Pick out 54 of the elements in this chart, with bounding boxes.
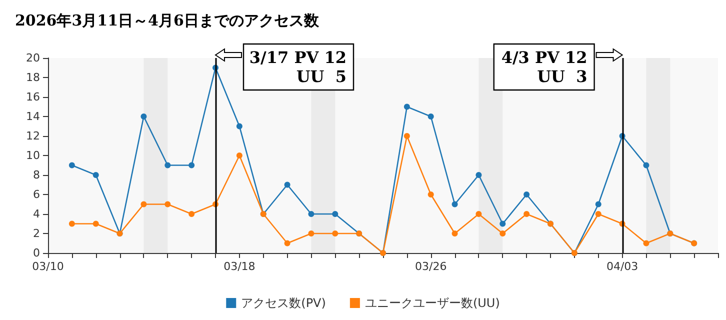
point	[164, 201, 171, 208]
point	[188, 211, 195, 217]
ref-line-label: 4/3 PV 12 UU 3	[501, 48, 588, 86]
y-tick-label: 18	[26, 71, 40, 84]
point	[284, 240, 290, 246]
y-tick-label: 10	[26, 149, 40, 162]
y-tick-label: 12	[26, 130, 40, 142]
point	[500, 220, 506, 227]
point	[404, 133, 410, 139]
y-tick-label: 6	[33, 188, 40, 201]
x-tick-label: 03/10	[32, 260, 64, 273]
point	[236, 152, 242, 158]
y-tick-label: 0	[33, 246, 40, 260]
ref-line-label: 3/17 PV 12 UU 5	[249, 48, 346, 86]
y-tick-label: 14	[26, 110, 40, 123]
chart-title: 2026年3月11日～4月6日までのアクセス数	[15, 12, 320, 30]
point	[524, 192, 530, 198]
point	[308, 230, 314, 236]
x-tick-label: 03/26	[415, 260, 447, 273]
point	[68, 162, 75, 168]
point	[308, 211, 314, 217]
point	[428, 192, 434, 198]
point	[92, 220, 99, 227]
point	[332, 211, 338, 217]
point	[68, 220, 75, 227]
y-tick-label: 8	[33, 168, 40, 182]
point	[500, 230, 506, 236]
point	[428, 114, 434, 120]
point	[92, 172, 99, 178]
point	[236, 123, 242, 130]
point	[595, 211, 602, 217]
y-tick-label: 2	[33, 227, 40, 240]
point	[140, 201, 147, 208]
point	[643, 240, 650, 246]
point	[595, 201, 602, 208]
x-tick-label: 03/18	[224, 260, 256, 273]
y-tick-label: 4	[33, 208, 40, 220]
x-tick-label: 04/03	[606, 260, 638, 273]
point	[452, 201, 458, 208]
point	[643, 162, 650, 168]
point	[164, 162, 171, 168]
point	[284, 182, 290, 188]
point	[404, 104, 410, 110]
point	[476, 211, 482, 217]
legend-label: アクセス数(PV)	[241, 296, 326, 310]
point	[332, 230, 338, 236]
point	[476, 172, 482, 178]
point	[452, 230, 458, 236]
point	[140, 114, 147, 120]
y-tick-label: 16	[26, 90, 40, 104]
point	[524, 211, 530, 217]
point	[188, 162, 195, 168]
y-tick-label: 20	[26, 52, 40, 64]
legend-label: ユニークユーザー数(UU)	[364, 296, 500, 310]
